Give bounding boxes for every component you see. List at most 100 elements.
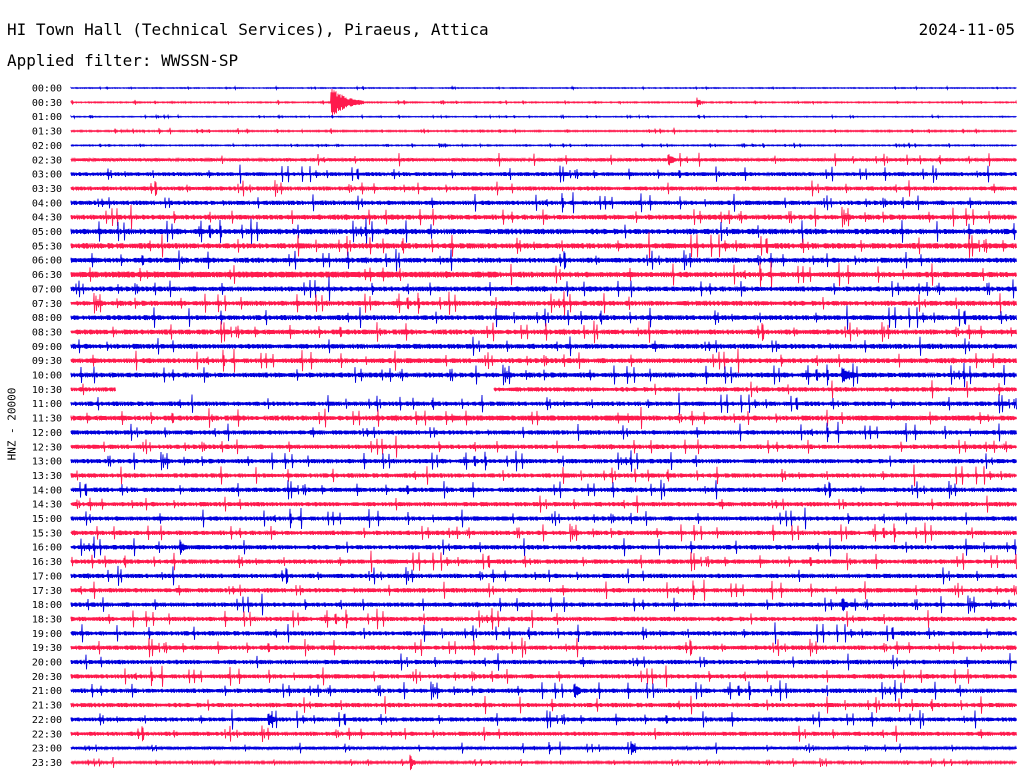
trace-row bbox=[70, 320, 1017, 344]
row-time-label: 07:30 bbox=[32, 299, 62, 310]
row-time-label: 21:30 bbox=[32, 701, 62, 712]
row-time-label: 05:30 bbox=[32, 241, 62, 252]
row-time-label: 19:00 bbox=[32, 629, 62, 640]
row-time-label: 11:30 bbox=[32, 414, 62, 425]
trace-row bbox=[70, 754, 1017, 771]
trace-row bbox=[70, 565, 1017, 586]
trace-row bbox=[70, 495, 1017, 513]
row-time-label: 23:30 bbox=[32, 758, 62, 769]
row-time-label: 03:30 bbox=[32, 184, 62, 195]
row-time-label: 11:00 bbox=[32, 399, 62, 410]
row-time-label: 17:00 bbox=[32, 571, 62, 582]
trace-row bbox=[70, 464, 1017, 487]
row-time-label: 20:00 bbox=[32, 658, 62, 669]
trace-row bbox=[70, 450, 1017, 472]
row-time-label: 09:30 bbox=[32, 356, 62, 367]
trace-row bbox=[70, 665, 1017, 688]
trace-row bbox=[70, 248, 1017, 272]
trace-row bbox=[70, 679, 1017, 702]
row-time-label: 04:30 bbox=[32, 213, 62, 224]
trace-row bbox=[70, 593, 1017, 616]
trace-row bbox=[70, 380, 1017, 399]
row-time-label: 06:00 bbox=[32, 256, 62, 267]
trace-row bbox=[70, 142, 1017, 149]
row-time-label: 22:30 bbox=[32, 729, 62, 740]
trace-row bbox=[70, 276, 1017, 302]
date-label: 2024-11-05 bbox=[918, 20, 1015, 39]
trace-row bbox=[70, 550, 1017, 573]
row-time-label: 06:30 bbox=[32, 270, 62, 281]
trace-row bbox=[70, 637, 1017, 658]
row-time-label: 03:00 bbox=[32, 170, 62, 181]
row-time-label: 23:00 bbox=[32, 744, 62, 755]
filter-label: Applied filter: WWSSN-SP bbox=[7, 51, 239, 70]
row-time-label: 20:30 bbox=[32, 672, 62, 683]
trace-row bbox=[70, 85, 1017, 91]
trace-row bbox=[70, 164, 1017, 184]
trace-row bbox=[70, 192, 1017, 214]
trace-row bbox=[70, 113, 1017, 120]
row-time-label: 19:30 bbox=[32, 643, 62, 654]
row-time-label: 09:00 bbox=[32, 342, 62, 353]
trace-row bbox=[70, 421, 1017, 443]
row-time-label: 10:30 bbox=[32, 385, 62, 396]
row-time-label: 22:00 bbox=[32, 715, 62, 726]
row-time-label: 05:00 bbox=[32, 227, 62, 238]
trace-row bbox=[70, 362, 1017, 388]
row-time-label: 00:00 bbox=[32, 84, 62, 95]
trace-row bbox=[70, 522, 1017, 544]
row-time-label: 13:00 bbox=[32, 457, 62, 468]
row-time-label: 07:00 bbox=[32, 284, 62, 295]
row-time-label: 18:30 bbox=[32, 614, 62, 625]
row-time-label: 14:30 bbox=[32, 500, 62, 511]
row-time-label: 02:00 bbox=[32, 141, 62, 152]
trace-row bbox=[70, 348, 1017, 373]
trace-row bbox=[70, 127, 1017, 135]
row-time-label: 12:30 bbox=[32, 442, 62, 453]
row-time-label: 14:00 bbox=[32, 485, 62, 496]
trace-group bbox=[70, 85, 1017, 771]
row-time-label: 00:30 bbox=[32, 98, 62, 109]
trace-row bbox=[70, 180, 1017, 197]
row-time-label: 15:00 bbox=[32, 514, 62, 525]
trace-row bbox=[70, 218, 1017, 245]
row-time-label: 17:30 bbox=[32, 586, 62, 597]
row-time-label: 04:00 bbox=[32, 198, 62, 209]
trace-row bbox=[70, 709, 1017, 730]
trace-row bbox=[70, 406, 1017, 430]
trace-row bbox=[70, 305, 1017, 330]
trace-row bbox=[70, 204, 1017, 230]
row-time-label: 21:00 bbox=[32, 686, 62, 697]
trace-row bbox=[70, 725, 1017, 743]
trace-row bbox=[70, 741, 1017, 755]
trace-row bbox=[70, 579, 1017, 601]
row-time-label: 01:00 bbox=[32, 112, 62, 123]
trace-row bbox=[70, 435, 1017, 458]
row-time-label: 10:00 bbox=[32, 371, 62, 382]
trace-row bbox=[70, 653, 1017, 671]
row-time-label: 13:30 bbox=[32, 471, 62, 482]
trace-row bbox=[70, 261, 1017, 288]
row-time-label: 18:00 bbox=[32, 600, 62, 611]
row-time-label: 01:30 bbox=[32, 127, 62, 138]
row-label-group: 00:00 00:30 01:00 01:30 02:00 02:30 03:00 03:30… bbox=[32, 84, 62, 769]
trace-row bbox=[70, 622, 1017, 645]
row-time-label: 15:30 bbox=[32, 528, 62, 539]
trace-row bbox=[70, 536, 1017, 558]
row-time-label: 16:30 bbox=[32, 557, 62, 568]
trace-row bbox=[70, 608, 1017, 630]
row-time-label: 08:30 bbox=[32, 327, 62, 338]
trace-row bbox=[70, 479, 1017, 500]
row-time-label: 02:30 bbox=[32, 155, 62, 166]
trace-row bbox=[70, 88, 1017, 116]
row-time-label: 12:00 bbox=[32, 428, 62, 439]
trace-row bbox=[70, 392, 1017, 415]
trace-row bbox=[70, 336, 1017, 357]
trace-row bbox=[70, 695, 1017, 715]
trace-row bbox=[70, 507, 1017, 530]
trace-row bbox=[70, 232, 1017, 260]
row-time-label: 08:00 bbox=[32, 313, 62, 324]
row-time-label: 16:00 bbox=[32, 543, 62, 554]
station-title: HI Town Hall (Technical Services), Pirae… bbox=[7, 20, 489, 39]
